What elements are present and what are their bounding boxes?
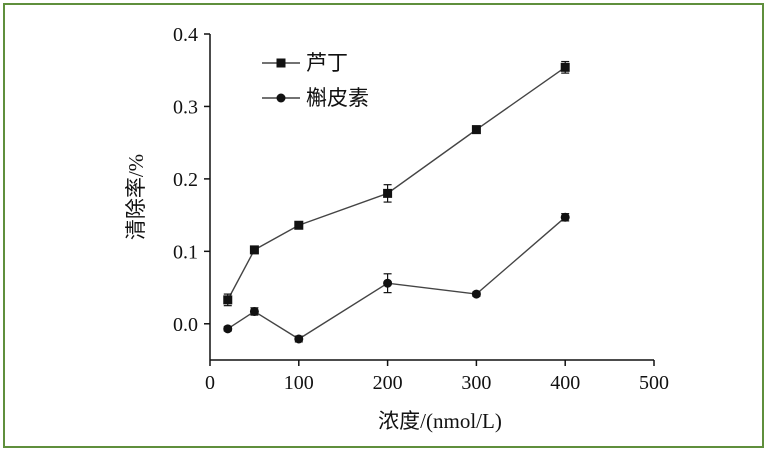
series-2 <box>223 213 569 344</box>
x-tick-label: 100 <box>284 372 314 394</box>
x-tick-label: 0 <box>205 372 215 394</box>
axes <box>210 34 654 360</box>
x-ticks: 0 100 200 300 400 500 <box>205 360 669 394</box>
y-tick-label: 0.4 <box>173 24 198 46</box>
data-point-circle <box>383 279 392 288</box>
legend-marker-circle <box>277 94 286 103</box>
legend-item: 槲皮素 <box>262 86 369 110</box>
legend-marker-square <box>277 59 286 68</box>
series-line <box>228 67 565 300</box>
series-layer <box>223 62 569 344</box>
data-point-circle <box>561 213 570 222</box>
x-tick-label: 300 <box>461 372 491 394</box>
x-tick-label: 400 <box>550 372 580 394</box>
y-axis-label: 清除率/% <box>124 154 148 240</box>
data-point-square <box>294 221 303 230</box>
data-point-square <box>223 295 232 304</box>
y-tick-label: 0.3 <box>173 96 198 118</box>
series-line <box>228 217 565 339</box>
y-tick-label: 0.1 <box>173 241 198 263</box>
data-point-square <box>561 63 570 72</box>
data-point-square <box>472 125 481 134</box>
data-point-circle <box>294 334 303 343</box>
y-tick-label: 0.0 <box>173 314 198 336</box>
legend-label: 芦丁 <box>306 51 348 75</box>
x-axis-label: 浓度/(nmol/L) <box>378 409 502 433</box>
y-ticks: 0.0 0.1 0.2 0.3 0.4 <box>173 24 210 336</box>
x-tick-label: 500 <box>639 372 669 394</box>
data-point-square <box>250 245 259 254</box>
data-point-circle <box>250 307 259 316</box>
legend-item: 芦丁 <box>262 51 348 75</box>
legend-label: 槲皮素 <box>306 86 369 110</box>
data-point-circle <box>223 324 232 333</box>
data-point-square <box>383 189 392 198</box>
data-point-circle <box>472 290 481 299</box>
y-tick-label: 0.2 <box>173 169 198 191</box>
x-tick-label: 200 <box>373 372 403 394</box>
